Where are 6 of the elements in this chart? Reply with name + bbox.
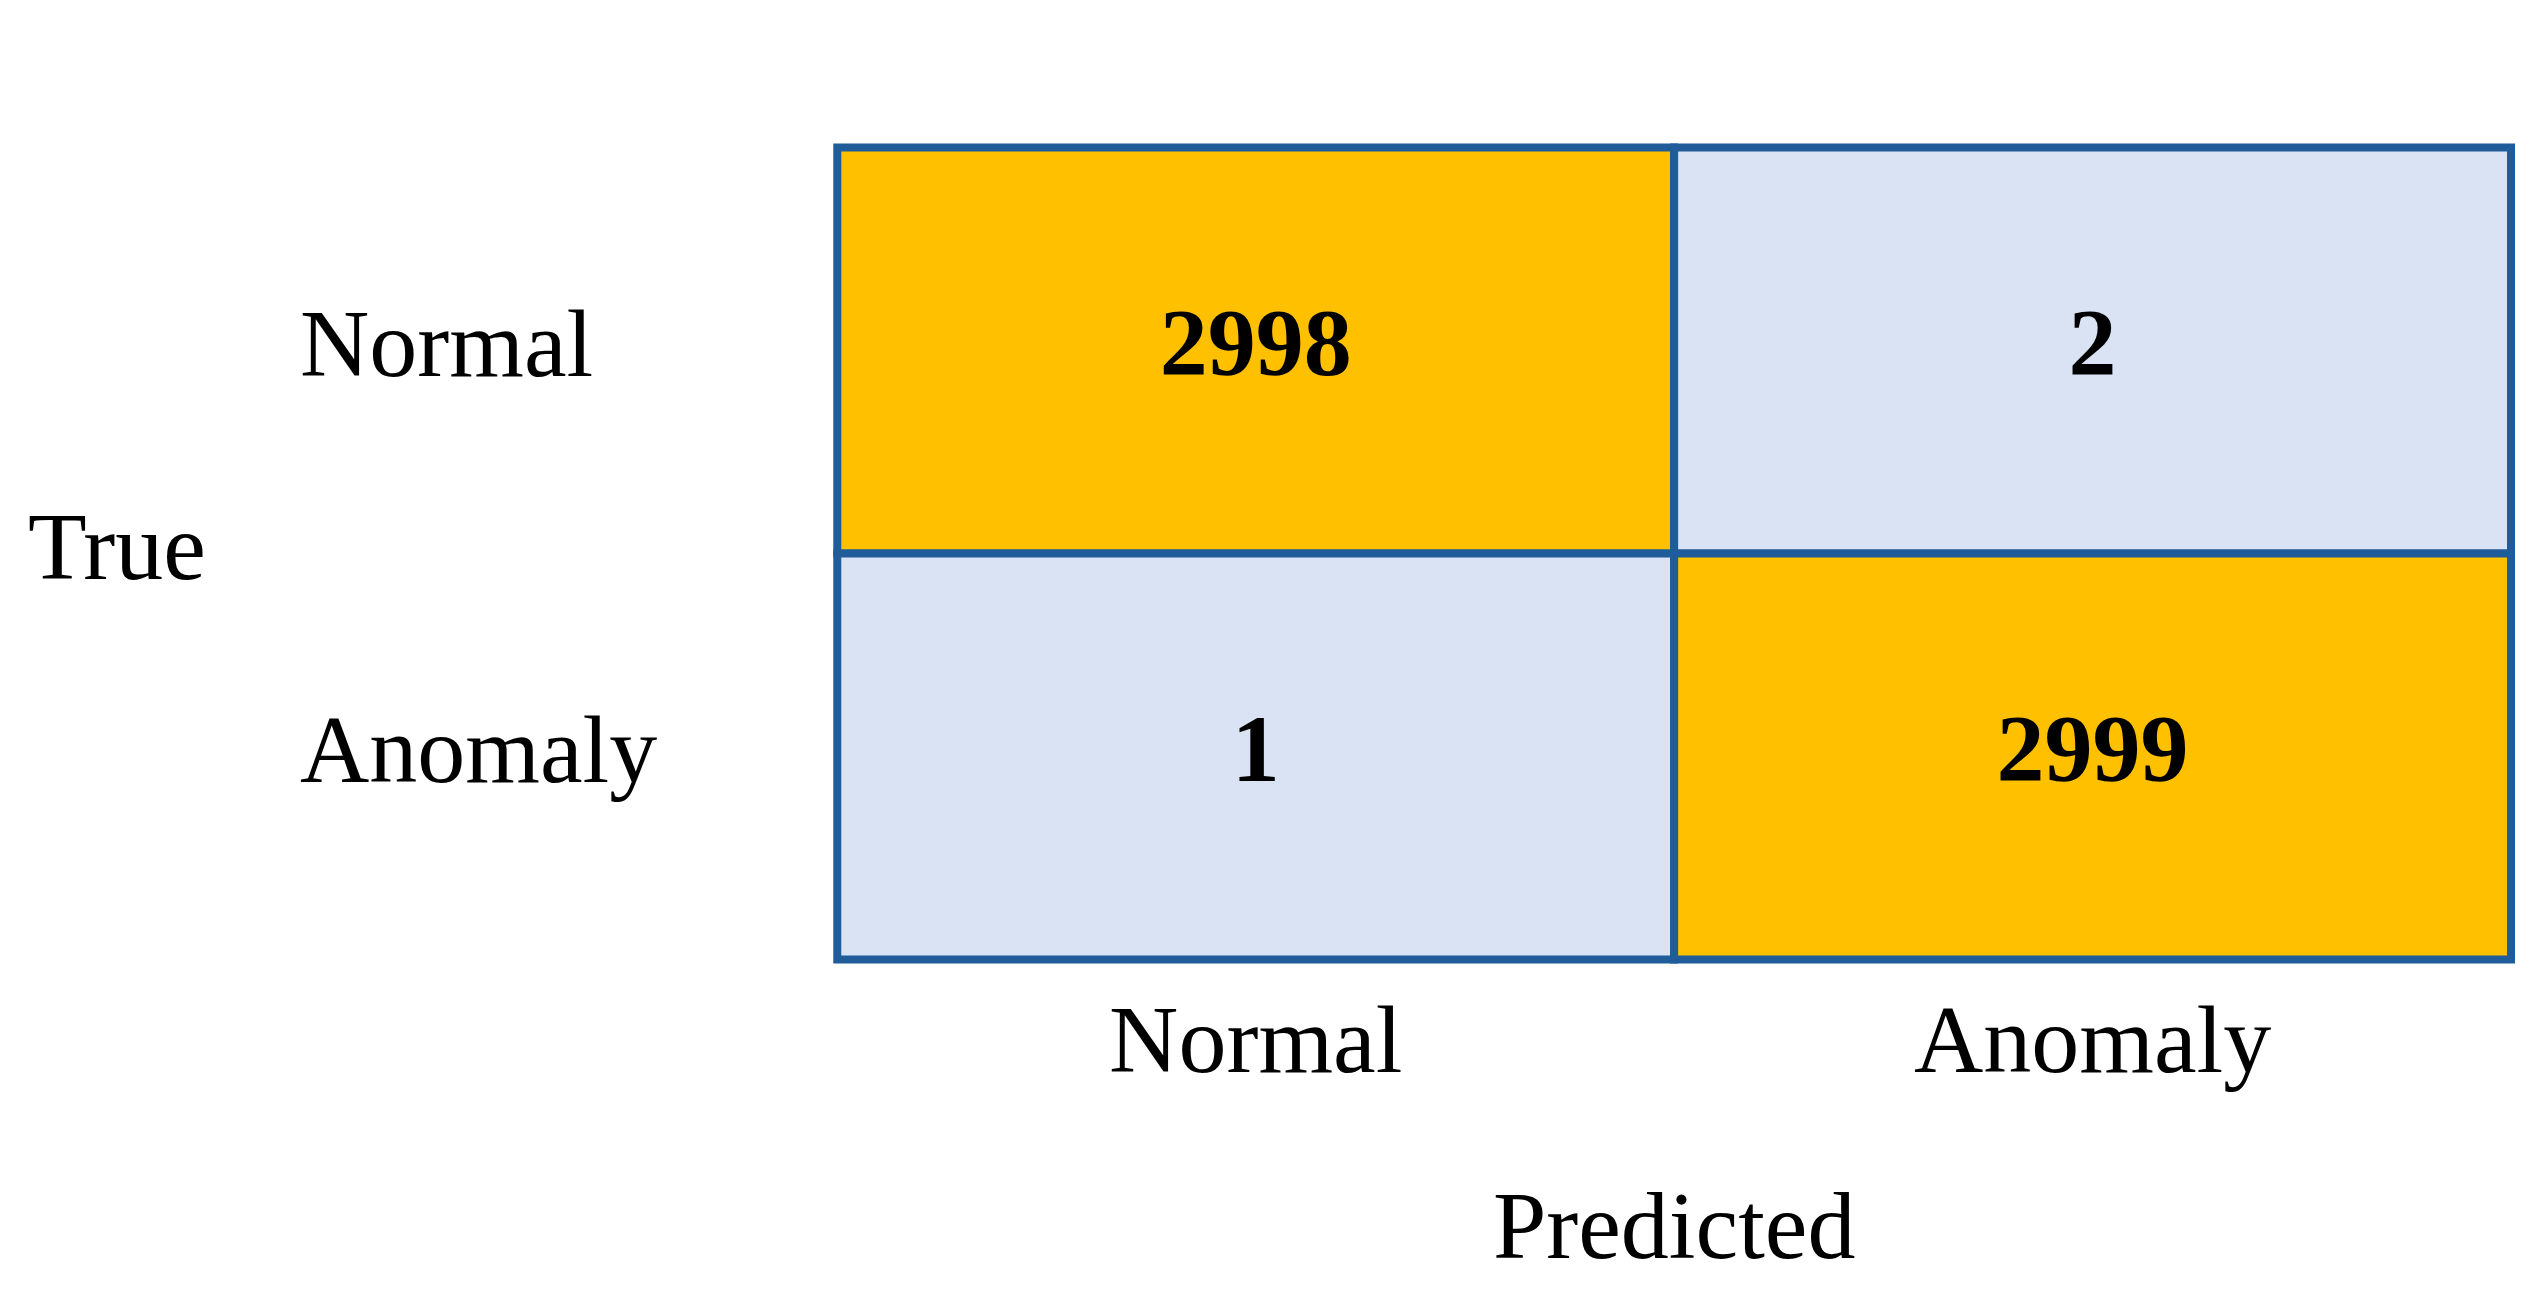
y-axis-title: True (28, 492, 206, 600)
x-axis-title: Predicted (1492, 1171, 1856, 1279)
data-label: 2999 (1996, 695, 2189, 803)
data-label: 1 (1231, 695, 1280, 803)
data-label: 2 (2068, 289, 2117, 397)
data-label: 2998 (1159, 289, 1352, 397)
